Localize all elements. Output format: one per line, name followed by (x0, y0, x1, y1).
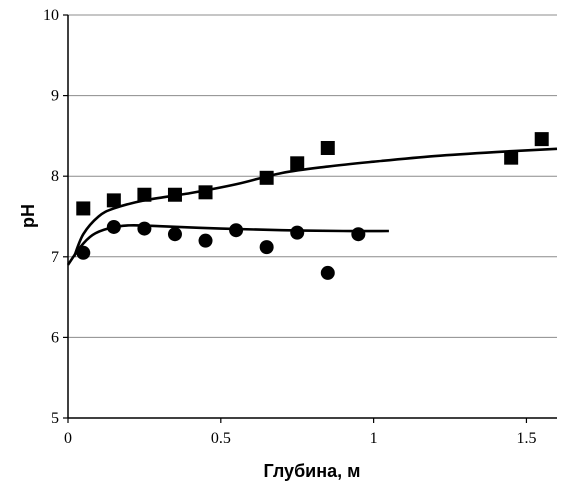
trend-line-square (72, 147, 558, 258)
circle-point-9 (351, 227, 366, 242)
circle-point-2 (137, 221, 152, 236)
square-point-4 (198, 185, 213, 200)
circle-point-0 (76, 245, 91, 260)
square-point-8 (504, 150, 519, 165)
data-points (76, 132, 549, 280)
circle-point-4 (198, 233, 213, 248)
circle-point-6 (259, 240, 274, 255)
y-tick-label-3: 8 (51, 168, 59, 185)
y-tick-label-5: 10 (43, 7, 59, 24)
y-tick-label-0: 5 (51, 410, 59, 427)
square-point-7 (320, 140, 335, 155)
y-tick-label-4: 9 (51, 88, 59, 105)
y-tick-label-1: 6 (51, 329, 59, 346)
square-point-3 (167, 187, 182, 202)
axes (63, 14, 557, 423)
square-point-0 (76, 201, 91, 216)
tick-labels: 5 6 7 8 9 10 0 0.5 1 1.5 (43, 7, 536, 447)
square-point-9 (534, 132, 549, 147)
circle-point-7 (290, 225, 305, 240)
circle-point-1 (106, 219, 121, 234)
gridlines (68, 14, 557, 338)
circle-point-3 (167, 227, 182, 242)
x-tick-label-0: 0 (64, 430, 72, 447)
square-point-5 (259, 170, 274, 185)
x-tick-label-1: 0.5 (211, 430, 231, 447)
y-tick-label-2: 7 (51, 249, 59, 266)
y-axis-title: pH (18, 204, 38, 228)
x-tick-label-3: 1.5 (516, 430, 536, 447)
x-tick-label-2: 1 (370, 430, 378, 447)
square-point-2 (137, 187, 152, 202)
x-axis-title: Глубина, м (264, 461, 361, 481)
circle-point-8 (320, 265, 335, 280)
circle-point-5 (229, 223, 244, 238)
trend-lines (66, 147, 558, 266)
square-point-1 (106, 193, 121, 208)
square-point-6 (290, 156, 305, 171)
